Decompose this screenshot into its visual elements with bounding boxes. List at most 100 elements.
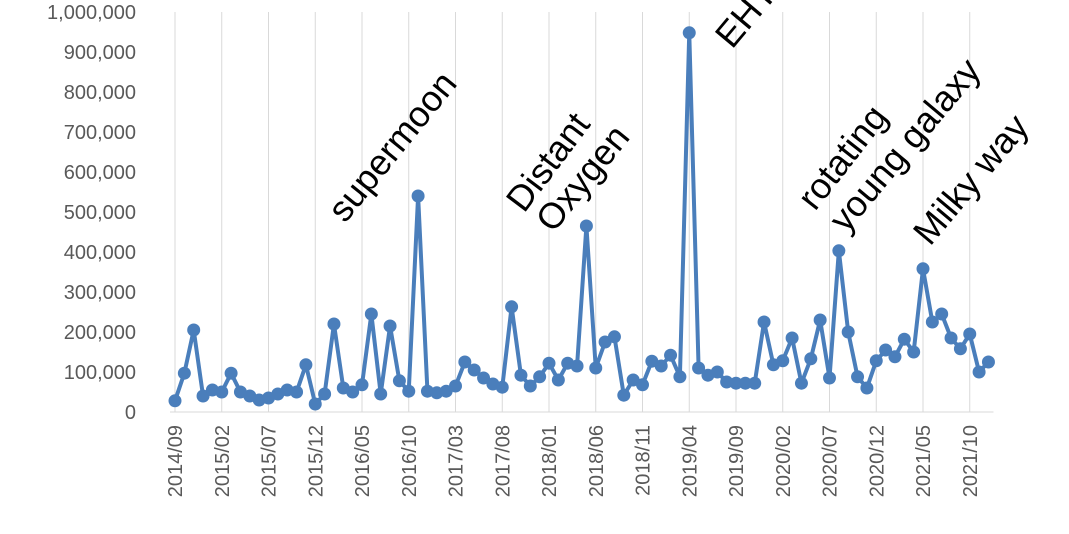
data-point [533,370,547,384]
data-point [215,385,229,399]
data-point [551,373,565,387]
series-line [173,30,990,406]
y-tick-label: 600,000 [64,162,136,184]
data-point [664,348,678,362]
x-tick-label: 2016/05 [352,425,374,497]
x-tick-label: 2021/05 [913,425,935,497]
x-tick-label: 2020/02 [773,425,795,497]
x-tick-label: 2015/07 [259,425,281,497]
data-point [757,315,771,329]
data-point [944,331,958,345]
y-tick-label: 900,000 [64,42,136,64]
y-tick-label: 1,000,000 [47,2,136,24]
data-point [308,397,322,411]
x-tick-label: 2018/01 [539,425,561,497]
data-point [897,332,911,346]
annotation: supermoon [319,63,464,229]
data-point [505,300,519,314]
data-point [953,342,967,356]
data-point [748,376,762,390]
x-tick-label: 2021/10 [960,425,982,497]
data-point [467,363,481,377]
data-point [589,361,603,375]
data-point [374,387,388,401]
data-point [682,26,696,40]
data-point [981,355,995,369]
data-point [449,379,462,393]
data-point [916,262,930,276]
y-tick-label: 400,000 [64,242,136,264]
data-point [804,352,818,366]
x-tick-label: 2014/09 [165,425,187,497]
x-tick-label: 2020/12 [866,425,888,497]
data-point [851,370,865,384]
y-tick-label: 700,000 [64,122,136,144]
y-tick-label: 200,000 [64,322,136,344]
data-point [327,317,341,331]
x-tick-label: 2015/12 [305,425,327,497]
data-point [925,315,939,329]
data-point [869,354,883,368]
data-point [832,244,846,258]
data-point [570,359,584,373]
data-point [318,387,332,401]
y-tick-label: 500,000 [64,202,136,224]
data-point [299,358,313,372]
data-point [364,307,378,321]
data-point [879,343,893,357]
data-point [355,378,369,392]
data-point [495,380,509,394]
data-point [523,379,537,393]
data-point [607,330,621,344]
data-point [963,327,977,341]
data-point [654,359,668,373]
data-point [710,365,724,379]
y-tick-label: 100,000 [64,362,136,384]
data-point [579,219,593,233]
data-point [392,374,406,388]
data-point [636,378,649,392]
x-tick-label: 2015/02 [212,425,234,497]
data-point [187,323,201,337]
data-point [514,368,528,382]
data-point [617,388,631,402]
data-point [888,350,902,364]
data-point [813,313,827,327]
data-point [823,371,836,385]
data-point [841,325,855,339]
x-tick-label: 2018/11 [633,425,655,496]
data-point [168,394,182,408]
data-point [972,365,986,379]
x-tick-label: 2019/04 [679,425,701,497]
data-point [290,385,304,399]
data-point [729,376,743,390]
data-point [738,376,752,390]
x-tick-label: 2016/10 [399,425,421,497]
x-tick-label: 2020/07 [820,425,842,497]
data-point [196,389,210,403]
data-point [411,189,425,203]
data-point [346,385,360,399]
data-point [477,371,491,385]
data-point [383,319,397,333]
y-tick-label: 0 [125,402,136,424]
x-tick-label: 2017/08 [492,425,514,497]
data-point [935,307,949,321]
x-tick-label: 2018/06 [586,425,608,497]
data-point [907,345,921,359]
data-point [542,356,556,370]
data-point [860,381,874,395]
data-point [794,376,808,390]
data-point [673,370,687,384]
y-tick-label: 800,000 [64,82,136,104]
x-tick-label: 2019/09 [726,425,748,497]
data-point [458,355,472,369]
y-tick-label: 300,000 [64,282,136,304]
data-point [402,384,416,398]
data-point [776,354,790,368]
data-point [177,366,191,380]
data-point [692,361,706,375]
data-point [224,366,238,380]
